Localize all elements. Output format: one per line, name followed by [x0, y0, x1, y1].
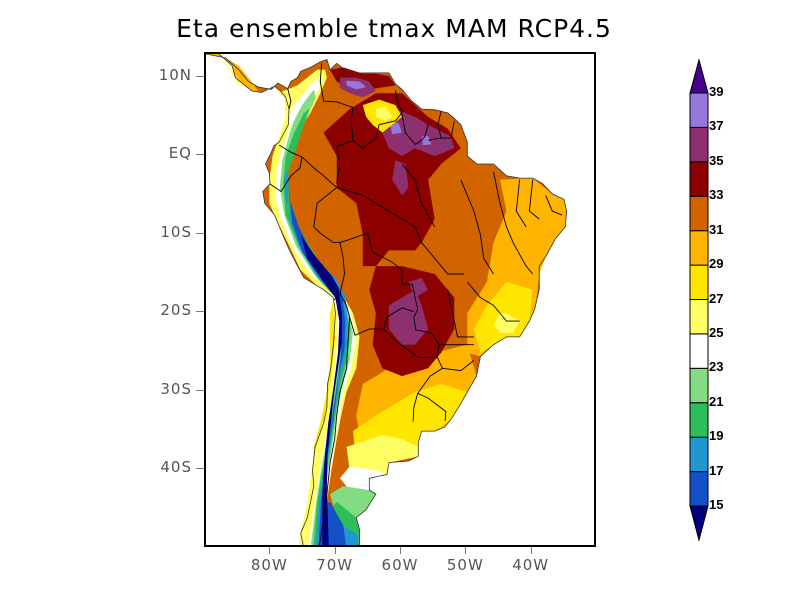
lat-tick-label: 10N [158, 65, 192, 84]
country-border [269, 144, 303, 193]
south-25-27 [346, 435, 419, 479]
country-border [414, 226, 465, 275]
lat-tick-label: EQ [168, 144, 192, 163]
map-plot [206, 54, 568, 545]
lat-tick-label: 10S [160, 222, 192, 241]
lat-tick-label: 30S [160, 379, 192, 398]
lon-tick-label: 40W [512, 556, 550, 574]
country-border [447, 289, 474, 338]
country-border [319, 63, 354, 184]
andes-15-17 [288, 175, 346, 545]
country-border [442, 360, 475, 372]
colorbar-box [689, 367, 709, 404]
coastline [206, 54, 568, 545]
colorbar-tick-label: 25 [709, 324, 724, 340]
country-border [339, 232, 419, 318]
country-border [401, 114, 429, 145]
country-border [301, 156, 345, 301]
chaco-35-37 [388, 289, 429, 345]
colorbar-box [689, 126, 709, 163]
lon-tick-label: 50W [446, 556, 484, 574]
se-brazil-25-27 [493, 313, 520, 333]
colorbar-box [689, 436, 709, 473]
colorbar-tick-label: 39 [709, 84, 724, 99]
colorbar-tick-label: 31 [709, 221, 724, 237]
andes-below-15 [300, 234, 342, 545]
lon-tick [400, 547, 401, 554]
country-border [512, 242, 534, 275]
title-text: Eta ensemble tmax MAM RCP4.5 [176, 14, 612, 43]
colorbar-max-triangle [689, 58, 709, 94]
lat-tick [196, 232, 204, 234]
country-border [460, 179, 494, 275]
country-border [528, 179, 540, 220]
colorbar-tick-label: 29 [709, 256, 724, 272]
lat-tick [196, 311, 204, 313]
lat-tick-label: 40S [160, 458, 192, 477]
lat-tick [196, 154, 204, 156]
colorbar-box [689, 92, 709, 128]
lon-tick-label: 70W [316, 556, 354, 574]
country-border [545, 195, 563, 216]
colorbar-box [689, 230, 709, 266]
colorbar-box [689, 161, 709, 197]
andes-19-21 [283, 109, 351, 545]
map-title: Eta ensemble tmax MAM RCP4.5 [0, 14, 800, 43]
country-border [441, 120, 455, 139]
colorbar-box [689, 402, 709, 438]
map-frame [204, 52, 596, 547]
colorbar-tick-label: 27 [709, 290, 724, 306]
colorbar-tick-label: 35 [709, 152, 724, 168]
lat-tick [196, 468, 204, 470]
colorbar-box [689, 471, 709, 507]
country-border [383, 317, 440, 358]
country-border [493, 171, 514, 243]
colorbar-tick-label: 37 [709, 118, 724, 134]
country-border [318, 317, 351, 545]
colorbar-min-triangle [689, 505, 709, 542]
colorbar-tick-label: 17 [709, 462, 724, 478]
lon-tick [269, 547, 271, 554]
colorbar-box [689, 195, 709, 232]
lon-tick-label: 80W [250, 556, 288, 574]
colorbar-tick-label: 33 [709, 187, 724, 203]
amazon-35-37 [392, 160, 409, 196]
country-border [515, 179, 527, 228]
country-border [412, 393, 419, 422]
patagonia-23-25 [339, 466, 387, 494]
colorbar-box [689, 333, 709, 369]
country-border [336, 187, 416, 228]
lon-tick [465, 547, 467, 554]
colorbar-box [689, 264, 709, 301]
andes-23-25 [275, 77, 357, 545]
lon-tick-label: 60W [381, 556, 419, 574]
central-america-29-31 [206, 54, 259, 91]
guiana-highlands-25-27 [375, 106, 393, 121]
colorbar-tick-label: 15 [709, 497, 724, 512]
colorbar-tick-label: 23 [709, 359, 724, 375]
lat-tick [196, 389, 204, 391]
lat-tick [196, 75, 204, 77]
patagonia-21-23 [330, 486, 376, 534]
country-border [466, 281, 520, 322]
lat-tick-label: 20S [160, 301, 192, 320]
pantanal-35-37 [408, 277, 429, 298]
country-border [352, 90, 403, 149]
country-border [339, 293, 414, 336]
colorbar-tick-label: 19 [709, 428, 724, 444]
lon-tick [530, 547, 532, 554]
lon-tick [334, 547, 336, 554]
colorbar-tick-label: 21 [709, 393, 724, 409]
country-border [287, 88, 292, 110]
venezuela-37-39 [346, 80, 367, 90]
colorbar-box [689, 299, 709, 335]
country-border [401, 163, 436, 228]
